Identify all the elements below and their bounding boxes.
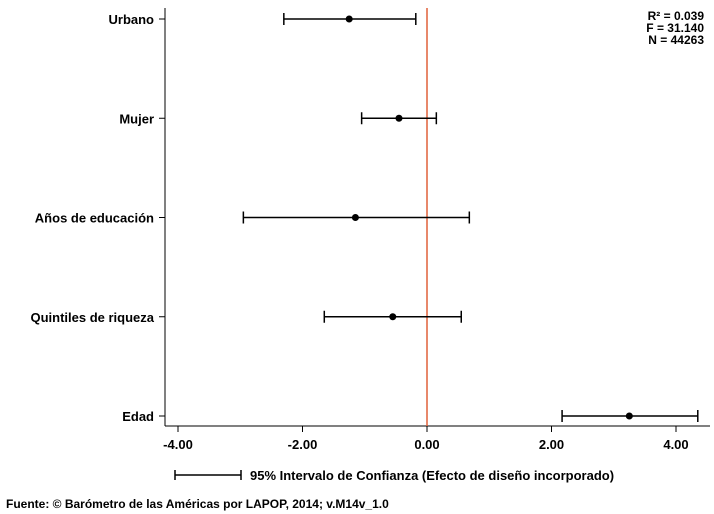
x-tick-label: -2.00 [288,437,318,452]
estimate-point [351,214,359,221]
stat-line: R² = 0.039 [648,9,705,23]
legend-label: 95% Intervalo de Confianza (Efecto de di… [250,468,614,483]
x-tick-label: 0.00 [414,437,439,452]
stat-line: F = 31.140 [646,21,704,35]
y-tick-label: Urbano [109,12,155,27]
x-tick-label: 2.00 [539,437,564,452]
x-tick-label: 4.00 [663,437,688,452]
source-note: Fuente: © Barómetro de las Américas por … [6,497,389,511]
estimate-point [395,114,403,122]
coefficient-marks [242,13,699,422]
y-tick-label: Años de educación [35,211,154,226]
stat-line: N = 44263 [648,33,704,47]
y-tick-label: Mujer [119,111,154,126]
axes: Urbano Mujer Años de educación Quintiles de… [30,8,710,452]
legend: 95% Intervalo de Confianza (Efecto de di… [174,468,614,483]
estimate-point [345,15,353,23]
y-tick-label: Quintiles de riqueza [30,310,154,325]
x-tick-label: -4.00 [163,437,193,452]
estimate-point [389,313,397,321]
y-tick-label: Edad [122,409,154,424]
estimate-point [625,412,633,420]
